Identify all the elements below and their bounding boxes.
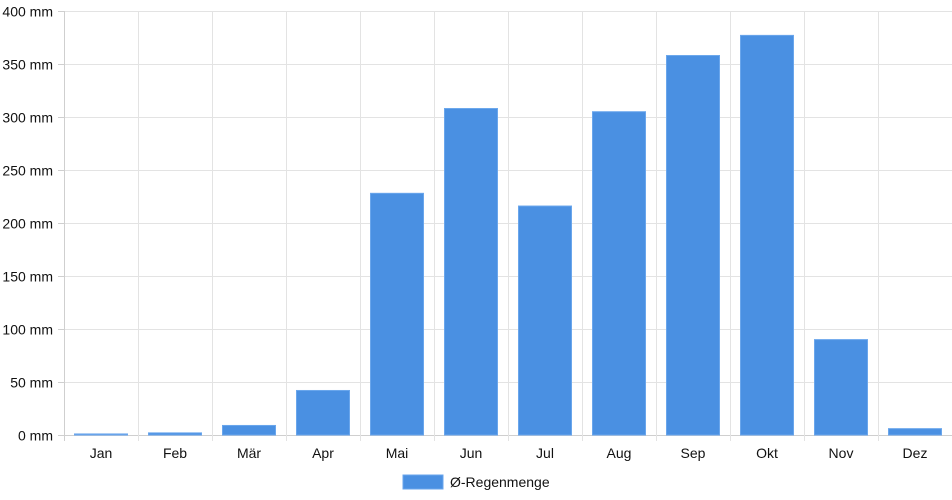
x-tick-label: Jul (536, 445, 554, 461)
x-tick-label: Mär (237, 445, 261, 461)
bar-Mai[interactable] (370, 192, 424, 436)
y-tick-label: 100 mm (2, 322, 53, 338)
y-tick-label: 400 mm (2, 4, 53, 20)
x-tick-label: Mai (386, 445, 409, 461)
x-tick-label: Feb (163, 445, 187, 461)
y-tick-label: 50 mm (10, 375, 53, 391)
x-tick-label: Dez (903, 445, 928, 461)
x-tick-label: Nov (829, 445, 854, 461)
bar-Jun[interactable] (444, 108, 498, 436)
y-tick-label: 250 mm (2, 163, 53, 179)
bar-Sep[interactable] (666, 55, 720, 436)
x-tick-label: Jan (90, 445, 113, 461)
bar-Mär[interactable] (222, 424, 276, 436)
bar-Jan[interactable] (74, 433, 128, 436)
x-tick-label: Sep (681, 445, 706, 461)
x-tick-label: Apr (312, 445, 334, 461)
y-tick-label: 300 mm (2, 110, 53, 126)
y-tick-label: 200 mm (2, 216, 53, 232)
y-tick-label: 0 mm (18, 428, 53, 444)
legend[interactable]: Ø-Regenmenge (402, 474, 550, 490)
axis-layer: 0 mm 50 mm 100 mm 150 mm 200 mm 250 mm 300 mm 3… (2, 4, 927, 462)
x-tick-label: Aug (607, 445, 632, 461)
bar-Aug[interactable] (592, 111, 646, 436)
grid-layer (58, 11, 952, 441)
bar-Nov[interactable] (814, 339, 868, 436)
bar-Feb[interactable] (148, 432, 202, 436)
y-tick-label: 350 mm (2, 57, 53, 73)
legend-swatch[interactable] (402, 474, 444, 490)
legend-label[interactable]: Ø-Regenmenge (450, 474, 550, 490)
x-tick-label: Okt (756, 445, 778, 461)
bar-Okt[interactable] (740, 34, 794, 436)
x-tick-label: Jun (460, 445, 483, 461)
bar-layer (74, 34, 942, 436)
bar-Dez[interactable] (888, 428, 942, 436)
bar-Apr[interactable] (296, 389, 350, 436)
y-tick-label: 150 mm (2, 269, 53, 285)
bar-Jul[interactable] (518, 205, 572, 436)
